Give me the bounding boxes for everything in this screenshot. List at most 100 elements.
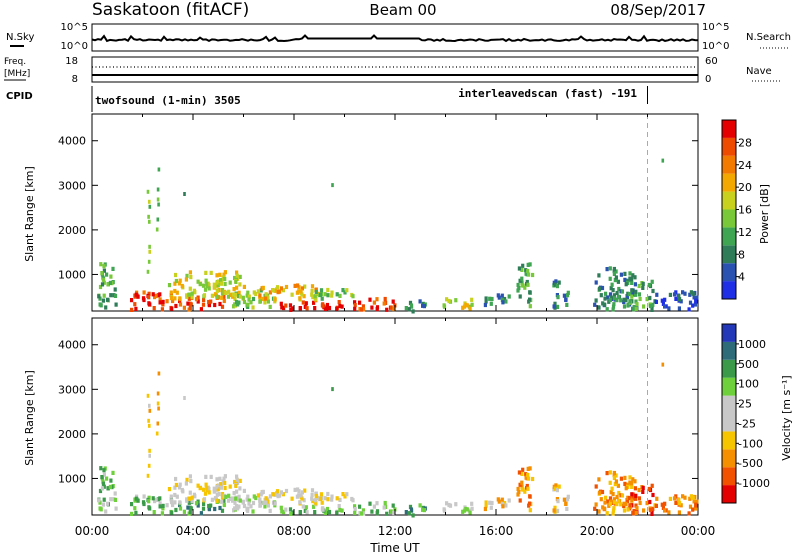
power-cell <box>178 278 182 283</box>
velocity-cell <box>312 504 316 509</box>
velocity-cell <box>207 503 211 509</box>
cpid-mode-2: interleavedscan (fast) -191 <box>458 87 637 100</box>
velocity-cell <box>148 453 151 458</box>
power-cell <box>190 295 194 300</box>
velocity-cell <box>518 482 522 487</box>
velocity-cell <box>661 362 665 367</box>
velocity-colorbar-tick: 1000 <box>738 338 766 351</box>
power-cell <box>526 262 530 267</box>
noise-panel: N.Sky 10^5 10^0 10^5 10^0 N.Search <box>6 22 791 52</box>
power-cell <box>651 288 655 294</box>
velocity-cell <box>672 496 677 501</box>
velocity-cell <box>215 484 219 489</box>
velocity-cell <box>688 504 693 509</box>
velocity-cell <box>147 506 152 511</box>
power-cell <box>634 306 638 311</box>
power-ytick-label: 2000 <box>58 224 86 237</box>
velocity-cell <box>507 498 511 503</box>
velocity-cell <box>341 492 345 497</box>
power-cell <box>188 305 192 310</box>
power-cell <box>297 289 301 294</box>
power-cell <box>605 267 609 272</box>
power-cell <box>196 299 200 304</box>
velocity-cell <box>608 480 612 485</box>
power-cell <box>677 297 681 302</box>
velocity-cell <box>594 502 598 507</box>
velocity-cell <box>142 494 146 499</box>
power-cell <box>314 289 318 295</box>
power-cell <box>234 292 238 297</box>
power-cell <box>312 300 316 305</box>
power-cell <box>319 288 324 293</box>
velocity-cell <box>173 485 177 490</box>
velocity-cell <box>408 504 413 509</box>
power-cell <box>630 277 634 282</box>
power-cell <box>611 307 615 312</box>
power-cell <box>232 287 236 292</box>
velocity-cell <box>340 508 344 513</box>
power-cell <box>311 295 315 300</box>
power-cell <box>615 290 619 296</box>
velocity-cell <box>624 501 628 507</box>
velocity-cell <box>190 495 194 500</box>
velocity-cell <box>634 496 638 501</box>
velocity-cell <box>611 508 616 513</box>
velocity-cell <box>302 498 306 503</box>
velocity-cell <box>620 493 624 498</box>
power-colorbar-swatch <box>722 120 736 138</box>
power-cell <box>454 298 458 303</box>
velocity-colorbar-tick: 25 <box>738 398 752 411</box>
velocity-cell <box>251 500 256 506</box>
velocity-cell <box>114 506 118 511</box>
power-cell <box>109 274 113 279</box>
power-cell <box>622 299 626 305</box>
power-cell <box>613 296 617 301</box>
power-cell <box>626 302 630 307</box>
velocity-cell <box>375 501 379 506</box>
power-cell <box>418 299 422 304</box>
power-cell <box>228 280 232 285</box>
power-cell <box>147 259 151 264</box>
velocity-colorbar-swatch <box>722 395 736 414</box>
velocity-cell <box>173 492 177 498</box>
velocity-cell <box>611 511 615 516</box>
velocity-cell <box>100 486 105 491</box>
power-colorbar-tick: 12 <box>738 226 752 239</box>
power-cell <box>280 305 284 310</box>
velocity-cell <box>102 484 106 489</box>
power-cell <box>101 298 105 303</box>
power-cell <box>233 296 237 301</box>
power-cell <box>689 290 693 295</box>
velocity-cell <box>525 483 529 489</box>
velocity-colorbar-tick: 500 <box>738 358 759 371</box>
velocity-cell <box>695 499 699 504</box>
velocity-cell <box>290 496 294 501</box>
power-cell <box>196 295 200 300</box>
power-colorbar-tick: 20 <box>738 181 752 194</box>
power-cell <box>520 267 524 272</box>
power-cell <box>223 270 227 275</box>
power-cell <box>691 291 695 296</box>
power-cell <box>310 292 314 297</box>
velocity-cell <box>484 503 488 508</box>
power-cell <box>630 294 634 299</box>
power-cell <box>623 277 627 282</box>
power-cell <box>234 299 239 305</box>
velocity-cell <box>454 502 458 507</box>
velocity-cell <box>556 508 560 513</box>
power-cell <box>672 292 677 297</box>
power-cell <box>217 288 221 293</box>
velocity-cell <box>693 506 697 511</box>
power-cell <box>202 293 207 298</box>
velocity-cell <box>566 494 570 499</box>
freq-panel: Freq. [MHz] 18 8 60 0 Nave <box>4 56 780 85</box>
power-cell <box>146 189 150 194</box>
power-cell <box>300 292 304 297</box>
power-cell <box>461 305 465 310</box>
power-cell <box>301 300 305 305</box>
velocity-cell <box>520 484 524 489</box>
velocity-cell <box>167 487 172 492</box>
power-cell <box>687 307 691 312</box>
velocity-cell <box>517 490 521 495</box>
